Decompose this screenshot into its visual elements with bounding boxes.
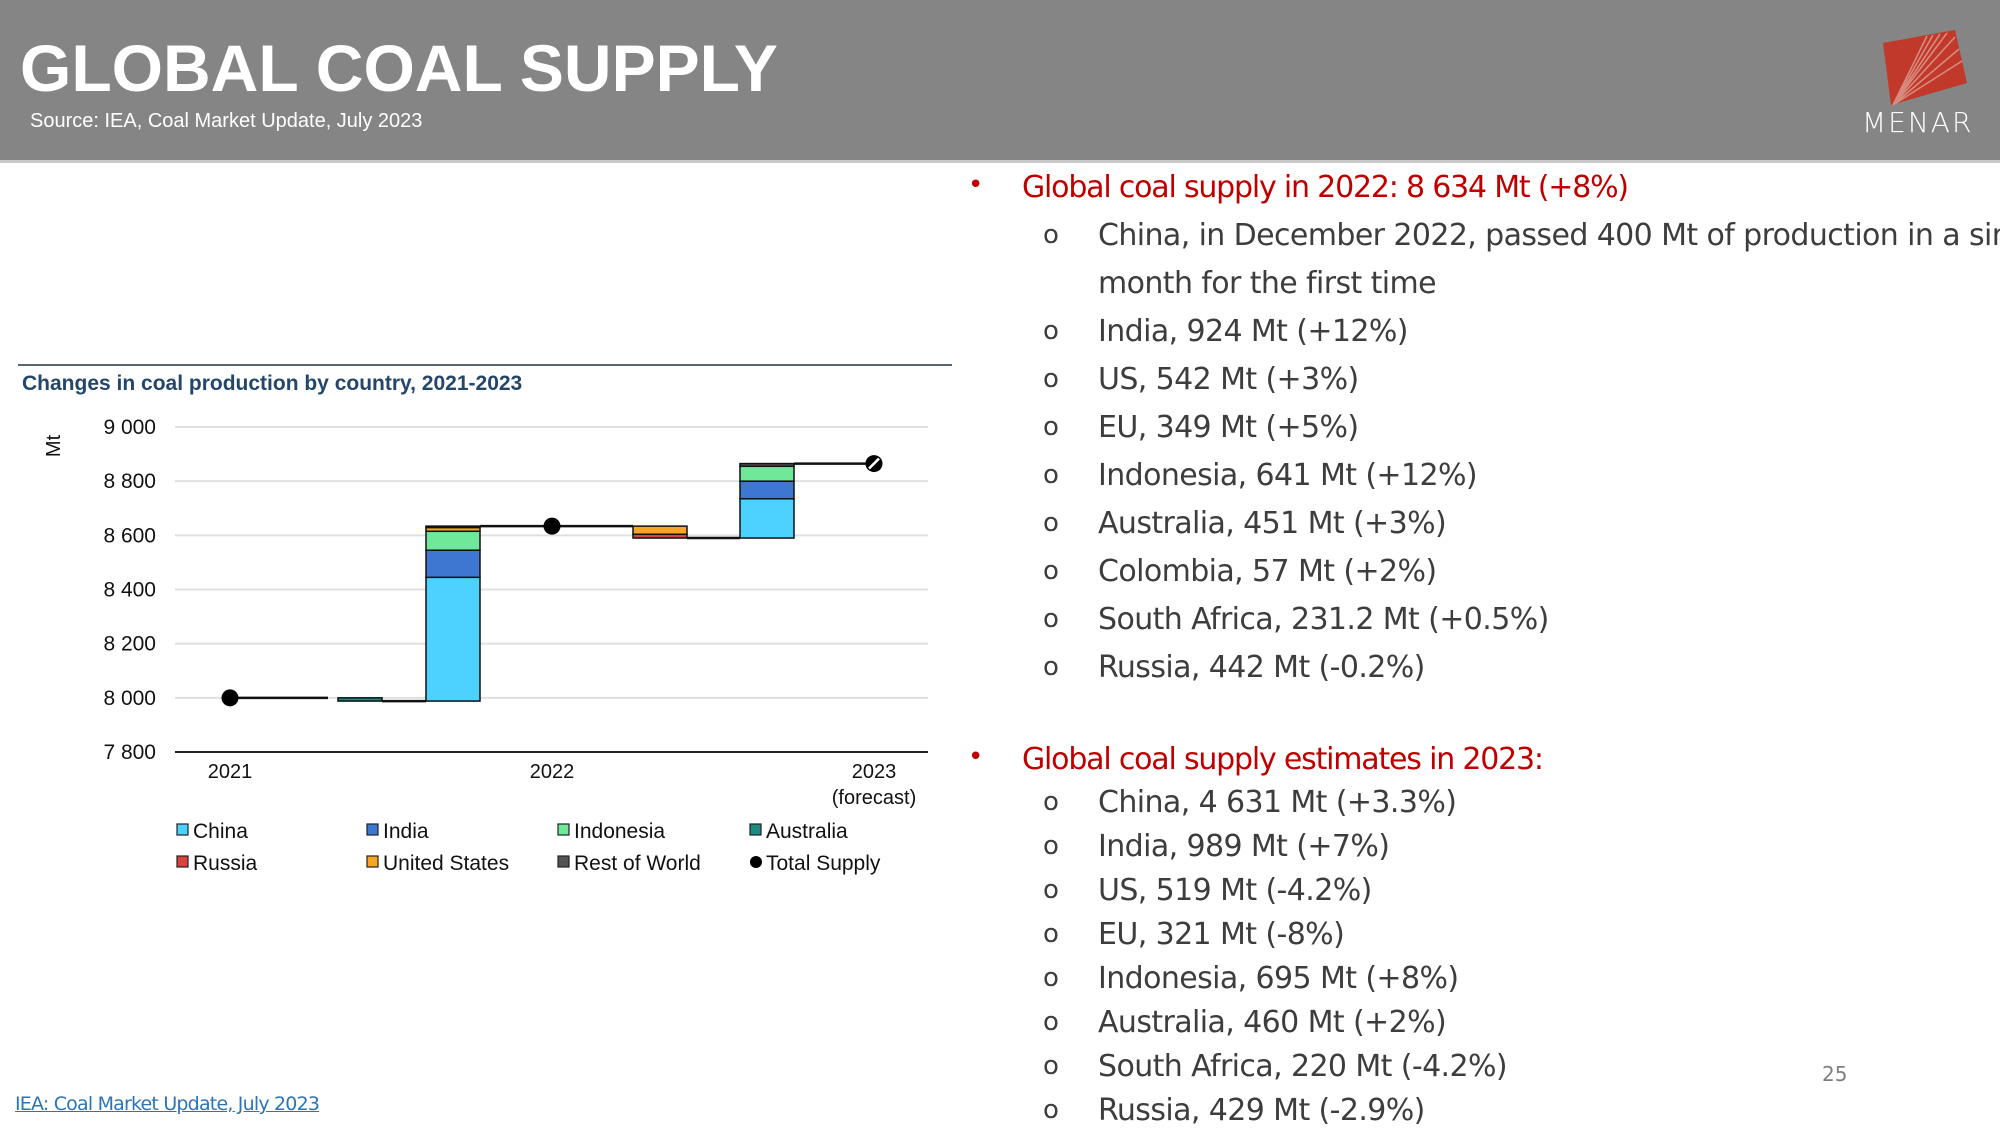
legend-label: Australia [766,820,848,843]
page-title: GLOBAL COAL SUPPLY [20,31,778,105]
legend-swatch-india [366,823,379,836]
total-supply-marker [543,517,561,535]
sub-bullet-circle-icon: o [1043,316,1059,346]
sub-bullet-text: Indonesia, 695 Mt (+8%) [1098,961,1459,996]
sub-bullet-text: India, 924 Mt (+12%) [1098,314,1409,349]
sub-bullet-text: EU, 321 Mt (-8%) [1098,917,1345,952]
legend-label: Rest of World [574,852,701,875]
sub-bullet-circle-icon: o [1043,604,1059,634]
legend-label: United States [383,852,509,875]
page-subtitle: Source: IEA, Coal Market Update, July 20… [30,110,423,132]
sub-bullet-text: China, in December 2022, passed 400 Mt o… [1098,218,2000,253]
sub-bullet-text: US, 519 Mt (-4.2%) [1098,873,1372,908]
coal-production-chart: Mt 9 000 8 800 8 600 8 400 8 200 8 000 7 800 202… [43,416,928,875]
x-tick-sublabel: (forecast) [832,787,916,809]
bullet-text: Global coal supply in 2022: 8 634 Mt (+8… [1022,170,1629,205]
sub-bullet-circle-icon: o [1043,963,1059,993]
legend-swatch-russia [176,855,189,868]
y-tick-label: 7 800 [103,741,156,764]
sub-bullet-circle-icon: o [1043,460,1059,490]
legend-swatch-australia [749,823,762,836]
legend-swatch-rest-of-world [557,855,570,868]
y-tick-label: 8 800 [103,470,156,493]
sub-bullet-text: Colombia, 57 Mt (+2%) [1098,554,1437,589]
sub-bullet-text: EU, 349 Mt (+5%) [1098,410,1359,445]
sub-bullet-circle-icon: o [1043,787,1059,817]
chart-top-rule [18,364,952,366]
sub-bullet-circle-icon: o [1043,508,1059,538]
legend-marker-total-supply [750,856,762,868]
bullet-dot-icon: • [968,742,983,772]
header-bar: GLOBAL COAL SUPPLY Source: IEA, Coal Mar… [0,0,2000,160]
legend-swatch-indonesia [557,823,570,836]
sub-bullet-circle-icon: o [1043,364,1059,394]
page-number: 25 [1822,1062,1848,1086]
menar-logo-icon [1883,30,1967,106]
bar-segment-china [425,576,481,702]
sub-bullet-text: Australia, 451 Mt (+3%) [1098,506,1447,541]
sub-bullet-circle-icon: o [1043,652,1059,682]
legend-label: Indonesia [574,820,665,843]
sub-bullet-circle-icon: o [1043,556,1059,586]
bar-segment-indonesia [425,530,481,551]
forecast-marker-stripe [868,457,880,470]
chart-title: Changes in coal production by country, 2… [22,372,523,395]
sub-bullet-circle-icon: o [1043,1051,1059,1081]
bar-segment-india [425,549,481,579]
sub-bullet-circle-icon: o [1043,875,1059,905]
bullet-text: Global coal supply estimates in 2023: [1022,742,1544,777]
sub-bullet-circle-icon: o [1043,919,1059,949]
bar-segment-india [739,480,795,500]
bar-segment-united-states [632,525,688,535]
sub-bullet-circle-icon: o [1043,831,1059,861]
logo-text: MENAR [1862,106,1974,139]
bar-segment-rest-of-world [739,462,795,468]
y-tick-label: 8 200 [103,633,156,656]
sub-bullet-circle-icon: o [1043,412,1059,442]
bar-segment-australia [337,697,383,702]
sub-bullet-circle-icon: o [1043,1095,1059,1125]
y-tick-label: 8 000 [103,687,156,710]
sub-bullet-circle-icon: o [1043,220,1059,250]
source-link[interactable]: IEA: Coal Market Update, July 2023 [15,1093,320,1115]
y-tick-label: 8 400 [103,579,156,602]
bar-segment-rest-of-world [425,525,481,529]
bar-segment-indonesia [739,465,795,482]
sub-bullet-circle-icon: o [1043,1007,1059,1037]
sub-bullet-text: South Africa, 220 Mt (-4.2%) [1098,1049,1508,1084]
x-tick-label: 2022 [530,761,575,783]
bar-segment-china [739,498,795,539]
y-axis-label: Mt [43,434,65,457]
bar-segment-russia [632,533,688,539]
header-divider [0,160,2000,163]
sub-bullet-text: month for the first time [1098,266,1437,301]
sub-bullet-text: US, 542 Mt (+3%) [1098,362,1359,397]
legend-label: Total Supply [766,852,881,875]
sub-bullet-text: Russia, 429 Mt (-2.9%) [1098,1093,1425,1128]
y-tick-label: 8 600 [103,524,156,547]
legend-swatch-china [176,823,189,836]
legend-label: Russia [193,852,258,875]
bullet-dot-icon: • [968,170,983,200]
legend-label: China [193,820,248,843]
sub-bullet-text: India, 989 Mt (+7%) [1098,829,1390,864]
sub-bullet-text: South Africa, 231.2 Mt (+0.5%) [1098,602,1549,637]
legend-swatch-united-states [366,855,379,868]
x-tick-label: 2023 [852,761,897,783]
sub-bullet-text: Australia, 460 Mt (+2%) [1098,1005,1447,1040]
sub-bullet-text: Russia, 442 Mt (-0.2%) [1098,650,1425,685]
y-tick-label: 9 000 [103,416,156,439]
legend-label: India [383,820,429,843]
sub-bullet-text: China, 4 631 Mt (+3.3%) [1098,785,1457,820]
x-tick-label: 2021 [208,761,253,783]
sub-bullet-text: Indonesia, 641 Mt (+12%) [1098,458,1478,493]
total-supply-marker [221,689,239,707]
